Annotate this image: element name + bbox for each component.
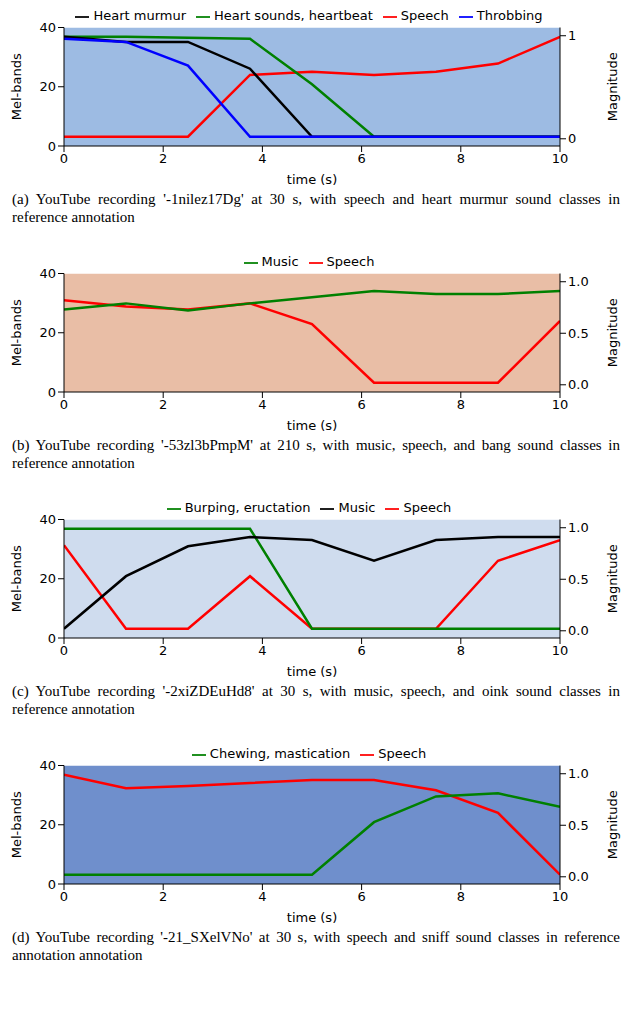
html-text:(c) YouTube recording '-2xiZDE: (c) YouTube recording '-2xiZDEuHd8' at 3… bbox=[12, 683, 620, 717]
svg-text:Mel-bands: Mel-bands bbox=[9, 791, 24, 858]
svg-text:time (s): time (s) bbox=[287, 664, 337, 679]
svg-text:10: 10 bbox=[552, 889, 569, 904]
svg-text:40: 40 bbox=[39, 758, 56, 773]
html-text:Speech: Speech bbox=[378, 746, 427, 761]
svg-text:1: 1 bbox=[568, 28, 576, 43]
svg-text:10: 10 bbox=[552, 397, 569, 412]
svg-text:8: 8 bbox=[457, 397, 465, 412]
svg-text:4: 4 bbox=[258, 397, 266, 412]
svg-text:10: 10 bbox=[552, 151, 569, 166]
svg-text:Mel-bands: Mel-bands bbox=[9, 53, 24, 120]
html-text:Music: Music bbox=[261, 254, 299, 269]
svg-text:40: 40 bbox=[39, 266, 56, 281]
html-text:(d) YouTube recording '-21_SXe: (d) YouTube recording '-21_SXelVNo' at 3… bbox=[12, 929, 620, 963]
svg-text:20: 20 bbox=[39, 571, 56, 586]
svg-text:6: 6 bbox=[357, 889, 365, 904]
html-text:(a) YouTube recording '-1nilez: (a) YouTube recording '-1nilez17Dg' at 3… bbox=[12, 191, 620, 225]
svg-text:4: 4 bbox=[258, 151, 266, 166]
svg-text:1.0: 1.0 bbox=[568, 520, 589, 535]
svg-text:8: 8 bbox=[457, 643, 465, 658]
html-text:Burping, eructation: Burping, eructation bbox=[184, 500, 311, 515]
svg-text:0.5: 0.5 bbox=[568, 818, 589, 833]
svg-text:0: 0 bbox=[48, 631, 56, 646]
svg-text:4: 4 bbox=[258, 643, 266, 658]
svg-text:0: 0 bbox=[568, 131, 576, 146]
svg-text:Mel-bands: Mel-bands bbox=[9, 299, 24, 366]
html-text:Throbbing: Throbbing bbox=[476, 8, 543, 23]
html-text:Music: Music bbox=[338, 500, 376, 515]
svg-text:6: 6 bbox=[357, 643, 365, 658]
svg-text:0.0: 0.0 bbox=[568, 377, 589, 392]
svg-text:6: 6 bbox=[357, 151, 365, 166]
svg-text:0: 0 bbox=[60, 151, 68, 166]
svg-text:0: 0 bbox=[60, 643, 68, 658]
html-text:Chewing, mastication: Chewing, mastication bbox=[209, 746, 351, 761]
svg-text:1.0: 1.0 bbox=[568, 766, 589, 781]
html-text:Heart sounds, heartbeat: Heart sounds, heartbeat bbox=[214, 8, 373, 23]
svg-text:time (s): time (s) bbox=[287, 418, 337, 433]
svg-text:0.0: 0.0 bbox=[568, 623, 589, 638]
svg-text:0: 0 bbox=[48, 139, 56, 154]
svg-text:0.0: 0.0 bbox=[568, 869, 589, 884]
svg-text:time (s): time (s) bbox=[287, 910, 337, 925]
svg-text:40: 40 bbox=[39, 512, 56, 527]
svg-text:Magnitude: Magnitude bbox=[605, 298, 620, 367]
svg-text:8: 8 bbox=[457, 889, 465, 904]
svg-text:0.5: 0.5 bbox=[568, 326, 589, 341]
svg-text:0: 0 bbox=[60, 889, 68, 904]
svg-text:20: 20 bbox=[39, 817, 56, 832]
html-text:Speech: Speech bbox=[400, 8, 449, 23]
svg-text:Magnitude: Magnitude bbox=[605, 790, 620, 859]
svg-text:2: 2 bbox=[159, 889, 167, 904]
svg-text:0.5: 0.5 bbox=[568, 572, 589, 587]
svg-text:2: 2 bbox=[159, 151, 167, 166]
svg-text:10: 10 bbox=[552, 643, 569, 658]
svg-text:1.0: 1.0 bbox=[568, 274, 589, 289]
html-text:(b) YouTube recording '-53zl3b: (b) YouTube recording '-53zl3bPmpM' at 2… bbox=[12, 437, 620, 471]
svg-text:8: 8 bbox=[457, 151, 465, 166]
svg-text:20: 20 bbox=[39, 325, 56, 340]
html-text:Speech: Speech bbox=[326, 254, 375, 269]
svg-text:0: 0 bbox=[48, 877, 56, 892]
svg-text:Magnitude: Magnitude bbox=[605, 52, 620, 121]
svg-text:0: 0 bbox=[60, 397, 68, 412]
svg-text:Mel-bands: Mel-bands bbox=[9, 545, 24, 612]
svg-text:20: 20 bbox=[39, 79, 56, 94]
html-text:Speech: Speech bbox=[403, 500, 452, 515]
svg-text:time (s): time (s) bbox=[287, 172, 337, 187]
svg-text:40: 40 bbox=[39, 20, 56, 35]
svg-text:2: 2 bbox=[159, 643, 167, 658]
html-text:Heart murmur: Heart murmur bbox=[93, 8, 186, 23]
svg-text:0: 0 bbox=[48, 385, 56, 400]
svg-text:Magnitude: Magnitude bbox=[605, 544, 620, 613]
svg-text:2: 2 bbox=[159, 397, 167, 412]
svg-text:4: 4 bbox=[258, 889, 266, 904]
svg-text:6: 6 bbox=[357, 397, 365, 412]
